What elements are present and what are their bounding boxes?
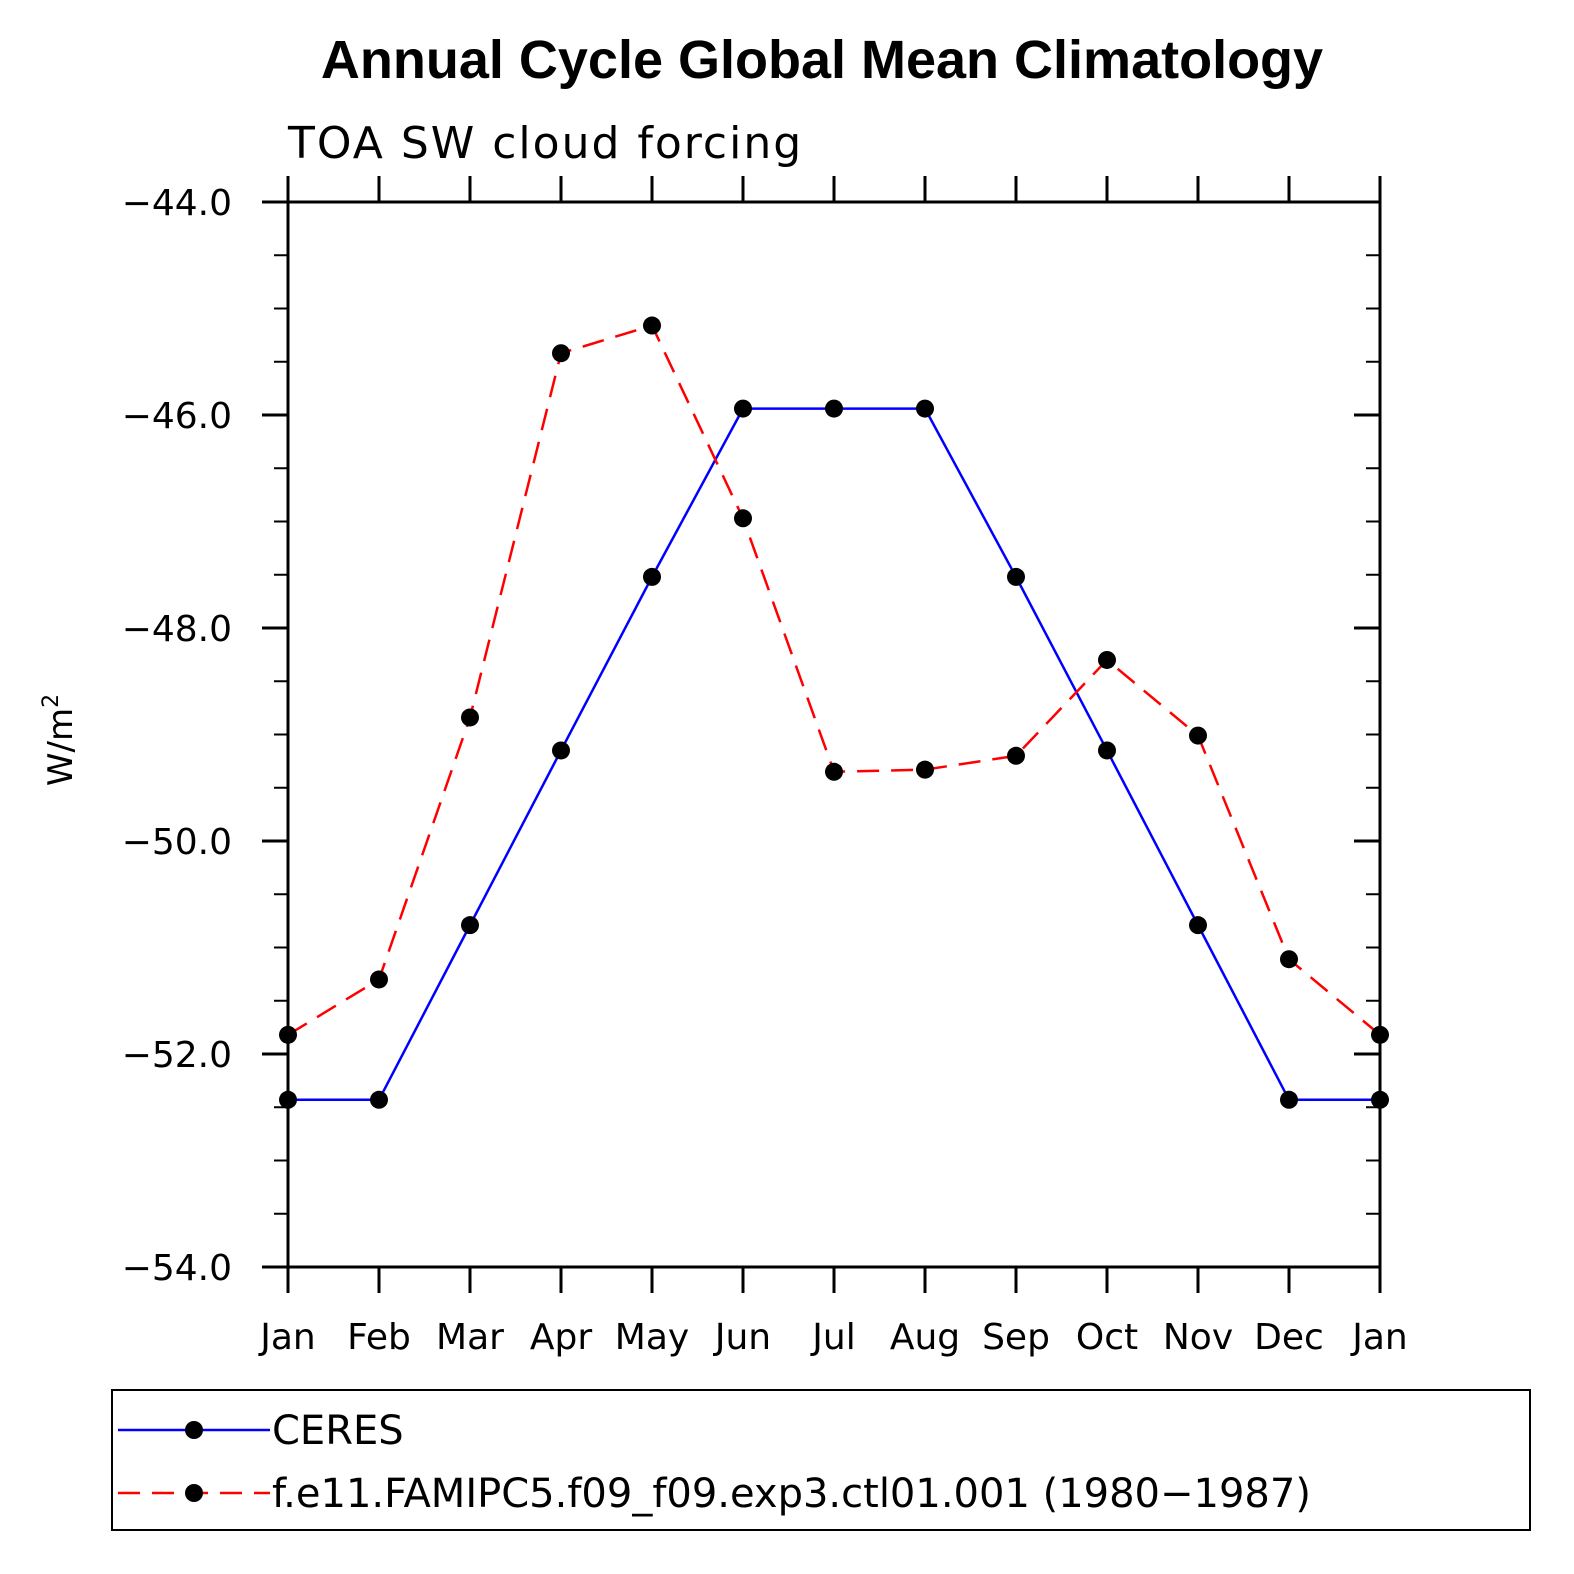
x-tick-label: Apr (530, 1317, 592, 1358)
chart-subtitle: TOA SW cloud forcing (287, 118, 803, 169)
y-tick-label: −44.0 (122, 183, 232, 224)
y-axis-label: W/m2 (39, 694, 81, 786)
y-tick-label: −48.0 (122, 609, 232, 650)
x-tick-label: Oct (1076, 1317, 1138, 1358)
x-tick-label: Jan (258, 1317, 316, 1358)
legend-marker-model (185, 1484, 203, 1502)
data-point-series-0 (734, 399, 752, 418)
y-tick-label: −52.0 (122, 1035, 232, 1076)
series-line-0 (288, 407, 1380, 1102)
chart-title: Annual Cycle Global Mean Climatology (321, 30, 1323, 90)
legend: CERES f.e11.FAMIPC5.f09_f09.exp3.ctl01.0… (111, 1389, 1531, 1531)
x-tick-label: Jul (810, 1317, 855, 1358)
series-markers (279, 316, 1389, 1109)
svg-text:W/m2: W/m2 (39, 694, 81, 786)
x-tick-label: Jun (713, 1317, 771, 1358)
data-point-series-0 (643, 567, 661, 586)
data-point-series-1 (370, 970, 388, 989)
data-point-series-0 (1007, 567, 1025, 586)
legend-label-ceres: CERES (272, 1408, 404, 1454)
x-tick-label: Aug (890, 1317, 960, 1358)
x-tick-label: Jan (1350, 1317, 1408, 1358)
y-axis-label-superscript: 2 (39, 694, 64, 708)
data-point-series-1 (461, 708, 479, 727)
x-tick-labels: Jan Feb Mar Apr May Jun Jul Aug Sep Oct Nov Dec Jan (258, 1317, 1408, 1358)
data-point-series-1 (552, 344, 570, 363)
data-point-series-0 (1280, 1090, 1298, 1109)
data-point-series-1 (916, 760, 934, 779)
series-line-1 (287, 324, 1381, 1036)
x-tick-label: Dec (1254, 1317, 1324, 1358)
series-lines (287, 324, 1381, 1102)
y-tick-label: −50.0 (122, 822, 232, 863)
data-point-series-0 (1189, 916, 1207, 935)
data-point-series-0 (552, 741, 570, 760)
data-point-series-1 (643, 316, 661, 335)
y-tick-label: −46.0 (122, 396, 232, 437)
data-point-series-1 (734, 509, 752, 528)
data-point-series-0 (461, 916, 479, 935)
x-tick-label: Mar (436, 1317, 504, 1358)
plot-frame (286, 200, 1382, 1269)
data-point-series-0 (825, 399, 843, 418)
x-tick-label: Sep (982, 1317, 1050, 1358)
x-tick-label: May (615, 1317, 689, 1358)
y-tick-labels: −44.0 −46.0 −48.0 −50.0 −52.0 −54.0 (122, 183, 232, 1289)
data-point-series-0 (916, 399, 934, 418)
y-tick-label: −54.0 (122, 1248, 232, 1289)
data-point-series-1 (1098, 650, 1116, 669)
data-point-series-0 (370, 1090, 388, 1109)
x-tick-label: Nov (1163, 1317, 1233, 1358)
data-point-series-0 (1098, 741, 1116, 760)
legend-marker-ceres (185, 1421, 203, 1439)
data-point-series-1 (1007, 746, 1025, 765)
data-point-series-1 (1189, 726, 1207, 745)
legend-label-model: f.e11.FAMIPC5.f09_f09.exp3.ctl01.001 (19… (272, 1471, 1311, 1517)
data-point-series-1 (825, 762, 843, 781)
y-axis-label-text: W/m (41, 708, 81, 786)
data-point-series-1 (1280, 950, 1298, 969)
x-tick-label: Feb (347, 1317, 411, 1358)
legend-box (111, 1389, 1531, 1531)
